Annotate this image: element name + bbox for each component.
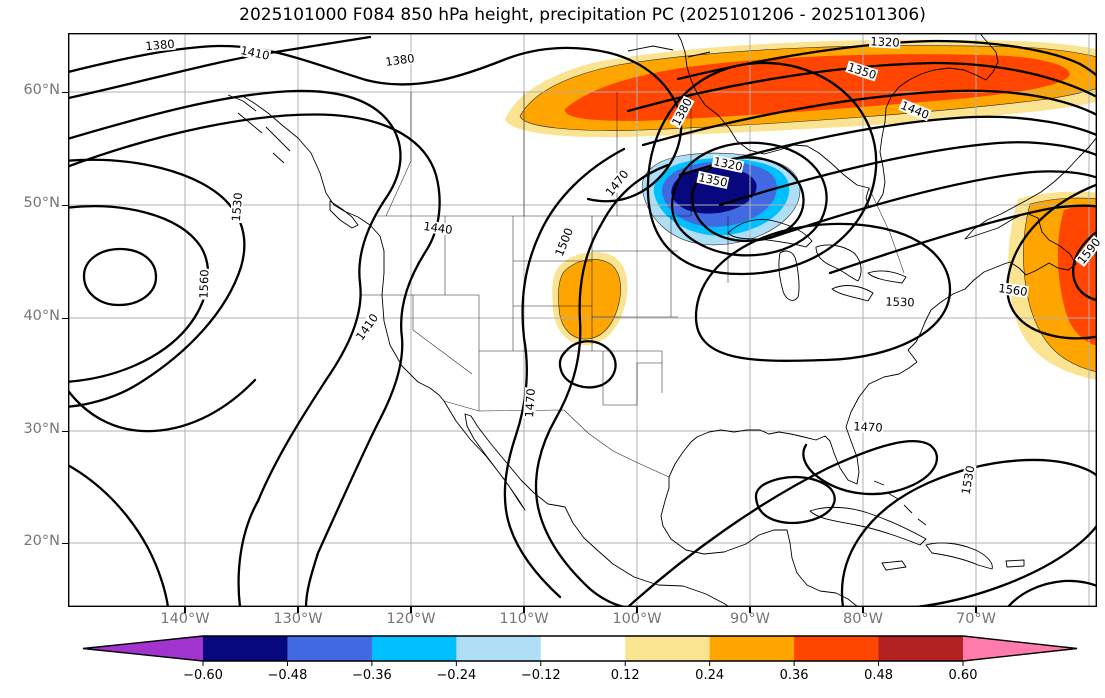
lat-tick-mark — [62, 204, 68, 206]
colorbar-segment — [625, 636, 711, 661]
lon-tick-mark — [184, 607, 186, 613]
lon-tick-mark — [636, 607, 638, 613]
colorbar-tick-label: 0.48 — [864, 668, 894, 683]
lat-tick-label: 50°N — [23, 195, 60, 211]
lat-tick-mark — [62, 317, 68, 319]
height-contours — [68, 35, 1097, 607]
colorbar-segment — [287, 636, 373, 661]
colorbar-segment — [203, 636, 288, 661]
colorbar-segment — [878, 636, 964, 661]
colorbar — [82, 635, 1078, 666]
colorbar-tick-label: 0.36 — [779, 668, 809, 683]
lon-tick-label: 130°W — [273, 611, 323, 627]
shading-positive-wyoming — [552, 252, 628, 346]
plot-title: 2025101000 F084 850 hPa height, precipit… — [239, 5, 926, 25]
lon-tick-mark — [410, 607, 412, 613]
lon-tick-mark — [975, 607, 977, 613]
lat-tick-mark — [62, 430, 68, 432]
colorbar-tick-label: −0.24 — [436, 668, 477, 683]
colorbar-tick-label: −0.36 — [351, 668, 392, 683]
colorbar-left-arrow — [83, 636, 203, 661]
contour-label: 1530 — [884, 294, 916, 310]
contour-label: 1530 — [228, 190, 246, 224]
contour-label: 1380 — [143, 36, 177, 54]
lon-tick-label: 70°W — [955, 611, 997, 627]
contour-label: 1470 — [521, 386, 539, 420]
colorbar-tick-label: −0.60 — [183, 668, 223, 683]
great-lakes — [727, 219, 907, 302]
lat-tick-label: 20°N — [23, 533, 60, 549]
colorbar-tick-label: 0.60 — [948, 668, 978, 683]
pacific-islands — [227, 45, 927, 526]
lon-tick-mark — [297, 607, 299, 613]
colorbar-right-arrow — [963, 636, 1077, 661]
lat-tick-mark — [62, 542, 68, 544]
lat-tick-mark — [62, 91, 68, 93]
lon-tick-label: 120°W — [386, 611, 436, 627]
colorbar-tick-label: −0.12 — [520, 668, 561, 683]
lon-tick-label: 100°W — [612, 611, 662, 627]
colorbar-tick-label: 0.12 — [610, 668, 640, 683]
colorbar-tick-label: 0.24 — [695, 668, 725, 683]
lat-tick-label: 60°N — [23, 82, 60, 98]
lat-tick-label: 40°N — [23, 308, 60, 324]
colorbar-segment — [794, 636, 880, 661]
contour-label: 1470 — [852, 419, 884, 435]
lon-tick-mark — [749, 607, 751, 613]
colorbar-tick-label: −0.48 — [267, 668, 308, 683]
graticule — [68, 33, 1097, 607]
map-area: 1380 1410 1380 1320 1350 1440 1380 1470 1320 1350… — [68, 33, 1104, 607]
lon-tick-mark — [862, 607, 864, 613]
lon-tick-label: 110°W — [499, 611, 549, 627]
map-canvas — [68, 33, 1097, 607]
caribbean-islands — [809, 506, 1025, 571]
colorbar-segment — [456, 636, 542, 661]
map-frame — [68, 33, 1097, 607]
state-borders — [361, 92, 905, 478]
contour-label: 1320 — [869, 34, 901, 50]
contour-label: 1560 — [196, 268, 212, 300]
lon-tick-mark — [523, 607, 525, 613]
colorbar-segment — [371, 636, 457, 661]
colorbar-segment — [540, 636, 626, 661]
colorbar-segment — [709, 636, 795, 661]
lon-tick-label: 90°W — [729, 611, 771, 627]
coastlines — [227, 33, 1097, 607]
lon-tick-label: 140°W — [160, 611, 210, 627]
lon-tick-label: 80°W — [842, 611, 884, 627]
shading-positive-atlantic — [1008, 191, 1097, 381]
lat-tick-label: 30°N — [23, 421, 60, 437]
